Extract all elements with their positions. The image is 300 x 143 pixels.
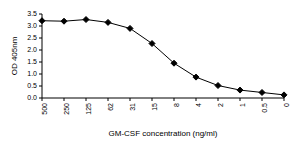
svg-text:3.0: 3.0 (27, 22, 37, 29)
svg-text:0.5: 0.5 (27, 82, 37, 89)
svg-text:15: 15 (151, 103, 158, 111)
svg-text:31: 31 (129, 103, 136, 111)
svg-text:8: 8 (173, 103, 180, 107)
svg-text:250: 250 (63, 103, 70, 115)
svg-text:500: 500 (41, 103, 48, 115)
svg-text:4: 4 (195, 103, 202, 107)
svg-text:2: 2 (217, 103, 224, 107)
svg-text:125: 125 (85, 103, 92, 115)
svg-text:0: 0 (283, 103, 290, 107)
svg-text:2.0: 2.0 (27, 46, 37, 53)
svg-text:0.5: 0.5 (261, 103, 268, 113)
svg-text:3.5: 3.5 (27, 10, 37, 17)
svg-text:GM-CSF concentration (ng/ml): GM-CSF concentration (ng/ml) (109, 129, 218, 138)
svg-text:0.0: 0.0 (27, 94, 37, 101)
svg-text:1: 1 (239, 103, 246, 107)
svg-text:1.5: 1.5 (27, 58, 37, 65)
svg-text:2.5: 2.5 (27, 34, 37, 41)
svg-text:62: 62 (107, 103, 114, 111)
svg-text:1.0: 1.0 (27, 70, 37, 77)
svg-text:OD 405nm: OD 405nm (10, 36, 19, 75)
